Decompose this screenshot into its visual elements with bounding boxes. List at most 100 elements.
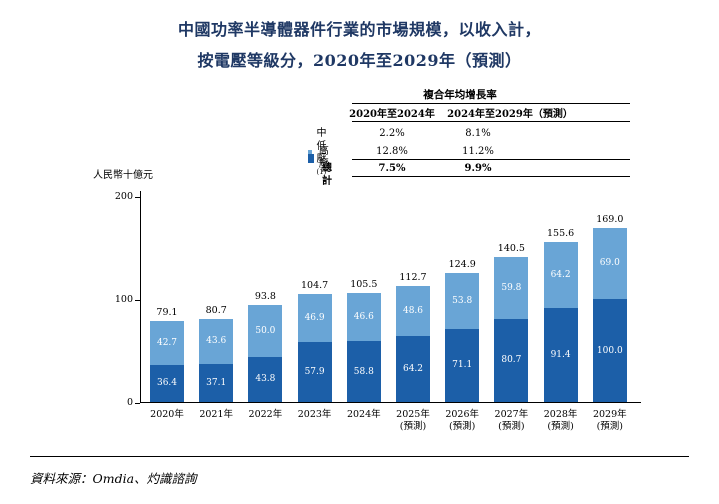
bar-segment-high-voltage: 64.2	[396, 335, 430, 402]
bar-total-label: 155.6	[546, 227, 575, 239]
cagr-column-header-1: 2020年至2024年	[349, 109, 435, 120]
y-axis-tick-mark	[135, 196, 140, 198]
bar-segment-mid-low-voltage: 43.6	[199, 318, 234, 364]
bar-value-label: 36.4	[156, 378, 178, 389]
footer-rule	[30, 456, 689, 457]
table-rule-bottom	[352, 176, 630, 177]
bar-segment-high-voltage: 71.1	[445, 328, 480, 402]
bar-group: 59.8 80.7	[494, 257, 529, 402]
x-axis-line	[140, 402, 641, 403]
cagr-value-total-2024-2029: 9.9%	[464, 163, 492, 174]
bar-value-label: 57.9	[304, 367, 325, 378]
chart-title: 中國功率半導體器件行業的市場規模，以收入計， 按電壓等級分，2020年至2029…	[0, 14, 719, 76]
bar-value-label: 64.2	[550, 269, 571, 280]
x-axis-label: 2028年 (預測)	[543, 409, 578, 432]
bar-segment-high-voltage: 91.4	[543, 307, 578, 402]
high-voltage-swatch-icon	[308, 153, 314, 163]
bar-chart-plot-area: 42.7 36.4 79.1 2020年 43.6 37.1 80.7 2021年 50.0 43…	[115, 191, 645, 432]
bar-value-label: 71.1	[452, 360, 473, 371]
x-axis-label: 2022年	[248, 409, 283, 420]
bar-total-label: 80.7	[205, 304, 227, 316]
bar-total-label: 104.7	[300, 280, 329, 292]
bar-total-label: 105.5	[350, 279, 378, 291]
cagr-value-high-2024-2029: 11.2%	[462, 146, 494, 157]
bar-group: 43.6 37.1	[199, 318, 234, 402]
x-axis-label: 2021年	[199, 409, 234, 420]
bar-segment-high-voltage: 80.7	[494, 318, 529, 402]
bar-value-label: 42.7	[156, 337, 178, 348]
cagr-value-total-2020-2024: 7.5%	[378, 163, 406, 174]
bar-group: 46.9 57.9	[297, 294, 332, 402]
bar-group: 50.0 43.8	[248, 305, 283, 402]
y-axis-tick-label: 0	[126, 397, 133, 408]
y-axis-line	[140, 191, 141, 403]
bar-segment-mid-low-voltage: 50.0	[248, 305, 283, 357]
bar-segment-mid-low-voltage: 42.7	[150, 320, 184, 365]
bar-segment-mid-low-voltage: 48.6	[396, 285, 430, 336]
bar-segment-high-voltage: 100.0	[592, 299, 627, 402]
bar-value-label: 64.2	[402, 363, 424, 374]
cagr-value-midlow-2024-2029: 8.1%	[465, 128, 491, 139]
bar-value-label: 53.8	[452, 296, 473, 307]
table-rule-above-total	[352, 159, 630, 160]
cagr-column-header-2: 2024年至2029年（預測）	[447, 109, 573, 120]
bar-segment-mid-low-voltage: 46.9	[297, 294, 332, 343]
x-axis-label: 2027年 (預測)	[494, 409, 529, 432]
bar-segment-mid-low-voltage: 64.2	[543, 241, 578, 308]
x-axis-label: 2024年	[346, 409, 381, 420]
cagr-table-title: 複合年均增長率	[423, 89, 497, 101]
y-axis-title: 人民幣十億元	[93, 170, 153, 181]
table-rule-under-header	[352, 121, 630, 122]
source-note: 資料來源：Omdia、灼識諮詢	[30, 471, 197, 486]
y-axis-tick-label: 100	[114, 294, 133, 305]
bar-value-label: 80.7	[501, 355, 522, 366]
bar-value-label: 46.9	[304, 313, 325, 324]
bar-value-label: 59.8	[501, 283, 522, 294]
x-axis-label: 2026年 (預測)	[445, 409, 480, 432]
bar-value-label: 91.4	[550, 349, 571, 360]
bar-total-label: 93.8	[254, 291, 276, 303]
bar-segment-mid-low-voltage: 69.0	[592, 227, 627, 299]
bar-value-label: 43.8	[255, 374, 276, 385]
legend-label-high-voltage: 高壓	[318, 146, 329, 170]
bar-total-label: 79.1	[156, 306, 178, 318]
bar-value-label: 100.0	[596, 345, 623, 356]
y-axis-tick-mark	[135, 299, 140, 301]
chart-title-line1: 中國功率半導體器件行業的市場規模，以收入計，	[177, 20, 541, 39]
total-row-label: 總計	[322, 163, 332, 187]
bar-segment-mid-low-voltage: 53.8	[445, 273, 480, 329]
cagr-value-midlow-2020-2024: 2.2%	[379, 128, 405, 139]
bar-total-label: 112.7	[399, 271, 427, 283]
bar-segment-high-voltage: 37.1	[199, 363, 234, 402]
bar-value-label: 50.0	[255, 326, 276, 337]
x-axis-label: 2023年	[297, 409, 332, 420]
bar-total-label: 169.0	[596, 213, 624, 225]
x-axis-label: 2025年 (預測)	[396, 409, 430, 432]
bar-group: 42.7 36.4	[150, 320, 184, 402]
bar-value-label: 48.6	[402, 305, 424, 316]
bar-value-label: 58.8	[353, 366, 374, 377]
bar-group: 46.6 58.8	[346, 293, 381, 402]
footnote-marker: (1)	[316, 168, 327, 176]
bar-value-label: 37.1	[206, 377, 227, 388]
y-axis-tick-label: 200	[114, 191, 133, 202]
bar-group: 48.6 64.2	[396, 285, 430, 402]
bar-segment-mid-low-voltage: 46.6	[346, 293, 381, 342]
bar-total-label: 124.9	[448, 259, 476, 271]
bar-group: 53.8 71.1	[445, 273, 480, 402]
bar-segment-high-voltage: 36.4	[150, 364, 184, 402]
bar-value-label: 46.6	[353, 312, 374, 323]
bar-value-label: 43.6	[206, 336, 227, 347]
table-rule-top	[352, 103, 630, 104]
bar-segment-high-voltage: 58.8	[346, 341, 381, 402]
y-axis-tick-mark	[135, 402, 140, 404]
legend-item-high-voltage: 高壓	[308, 145, 332, 171]
bar-segment-high-voltage: 57.9	[297, 342, 332, 402]
bar-value-label: 69.0	[599, 258, 620, 269]
bar-group: 64.2 91.4	[543, 241, 578, 402]
bar-segment-high-voltage: 43.8	[248, 356, 283, 402]
bar-group: 69.0 100.0	[592, 227, 627, 402]
legend-label-mid-low-voltage: 中低壓(1)	[316, 128, 327, 176]
cagr-value-high-2020-2024: 12.8%	[376, 146, 408, 157]
